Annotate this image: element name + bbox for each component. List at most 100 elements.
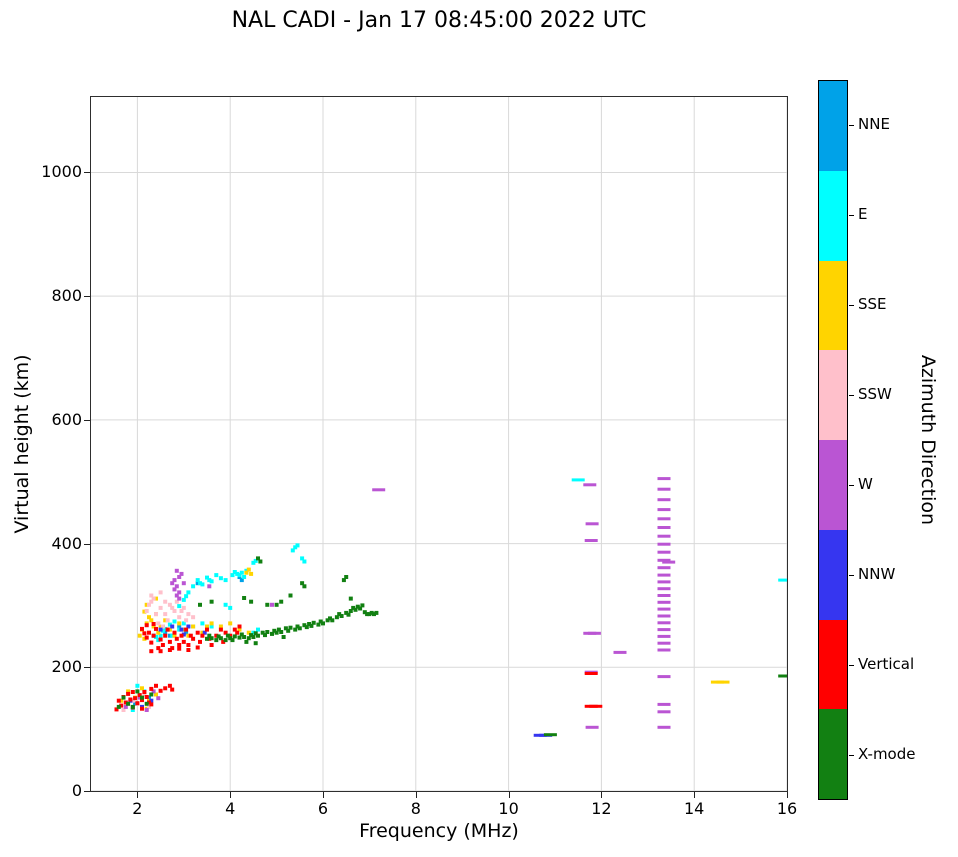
data-point-e: [242, 575, 247, 579]
colorbar-segment-ssw: [819, 350, 847, 440]
data-point-nnw: [186, 624, 191, 629]
data-point-x-mode: [246, 636, 251, 641]
data-point-w: [172, 578, 177, 583]
data-point-w: [657, 634, 671, 638]
data-point-vertical: [140, 706, 144, 711]
data-point-e: [232, 570, 237, 574]
colorbar-tick: [849, 665, 854, 666]
data-point-w: [657, 621, 671, 625]
data-point-sse: [167, 627, 172, 632]
data-point-e: [160, 628, 165, 633]
y-tick-label: 800: [51, 286, 82, 306]
data-point-x-mode: [116, 704, 121, 709]
data-point-ssw: [158, 605, 163, 610]
data-point-sse: [163, 618, 168, 623]
data-point-e: [177, 604, 182, 609]
data-point-sse: [200, 630, 205, 635]
data-point-x-mode: [230, 638, 235, 643]
data-point-vertical: [177, 646, 182, 651]
data-point-x-mode: [321, 621, 325, 626]
data-point-vertical: [200, 633, 205, 638]
data-point-x-mode: [286, 628, 291, 633]
data-point-w: [137, 695, 142, 700]
x-axis-tick: [787, 792, 788, 798]
data-point-x-mode: [144, 701, 149, 706]
colorbar-tick: [849, 215, 854, 216]
colorbar-label-sse: SSE: [858, 295, 887, 313]
y-tick-label: 1000: [41, 162, 82, 182]
data-point-sse: [140, 686, 144, 691]
data-point-e: [158, 633, 163, 638]
data-point-e: [251, 560, 256, 565]
data-point-x-mode: [216, 634, 221, 639]
data-point-e: [135, 683, 140, 688]
data-point-e: [293, 545, 298, 550]
data-point-x-mode: [135, 689, 140, 694]
data-point-sse: [156, 630, 161, 635]
data-point-w: [657, 587, 671, 591]
data-point-x-mode: [348, 596, 353, 601]
data-point-ssw: [130, 698, 135, 703]
data-point-x-mode: [362, 610, 367, 615]
data-point-nnw: [179, 627, 184, 632]
data-point-e: [228, 605, 233, 610]
x-axis-tick: [415, 792, 417, 798]
data-point-e: [181, 597, 186, 602]
data-point-x-mode: [253, 631, 258, 636]
data-point-vertical: [228, 633, 233, 638]
colorbar-tick: [849, 575, 854, 576]
data-point-x-mode: [239, 632, 244, 637]
data-point-x-mode: [300, 581, 305, 586]
data-point-sse: [172, 633, 177, 638]
data-point-w: [587, 631, 601, 635]
data-point-sse: [142, 609, 147, 614]
data-point-x-mode: [274, 602, 279, 607]
data-point-e: [186, 590, 191, 595]
data-point-ssw: [179, 609, 184, 613]
data-point-w: [177, 590, 182, 595]
data-point-e: [235, 571, 240, 576]
data-point-e: [223, 578, 228, 583]
x-tick-label: 12: [591, 799, 612, 818]
data-point-nne: [167, 633, 172, 638]
data-point-x-mode: [209, 599, 214, 604]
data-point-vertical: [165, 627, 170, 632]
data-point-vertical: [195, 630, 200, 635]
data-point-x-mode: [244, 639, 249, 644]
data-point-e: [172, 619, 177, 624]
data-point-w: [657, 675, 671, 679]
data-point-x-mode: [325, 618, 330, 623]
data-point-x-mode: [346, 612, 351, 617]
data-point-vertical: [223, 630, 228, 635]
data-point-x-mode: [358, 606, 363, 611]
y-axis-tick: [84, 543, 90, 545]
data-point-vertical: [221, 639, 226, 644]
data-point-w: [657, 477, 671, 481]
data-point-e: [207, 578, 212, 583]
data-point-ssw: [163, 612, 168, 617]
data-point-x-mode: [372, 612, 376, 617]
data-point-sse: [158, 624, 163, 629]
data-point-w: [657, 542, 671, 546]
y-axis-label: Virtual height (km): [11, 354, 33, 534]
data-point-ssw: [165, 618, 170, 623]
data-point-x-mode: [281, 635, 286, 639]
data-point-vertical: [232, 627, 237, 632]
x-axis-tick: [230, 792, 232, 798]
data-point-x-mode: [121, 695, 126, 700]
data-point-sse: [181, 627, 186, 632]
data-point-vertical: [177, 643, 182, 647]
data-point-x-mode: [302, 623, 307, 628]
data-point-vertical: [140, 626, 144, 631]
data-point-ssw: [147, 704, 151, 709]
data-point-e: [302, 559, 307, 564]
data-point-vertical: [128, 697, 133, 702]
data-point-w: [657, 558, 671, 562]
data-point-vertical: [170, 646, 175, 651]
data-point-w: [179, 571, 184, 576]
data-point-vertical: [589, 704, 603, 708]
data-point-e: [209, 579, 214, 584]
data-point-vertical: [133, 696, 138, 701]
data-point-ssw: [181, 605, 186, 610]
data-point-vertical: [191, 636, 196, 641]
